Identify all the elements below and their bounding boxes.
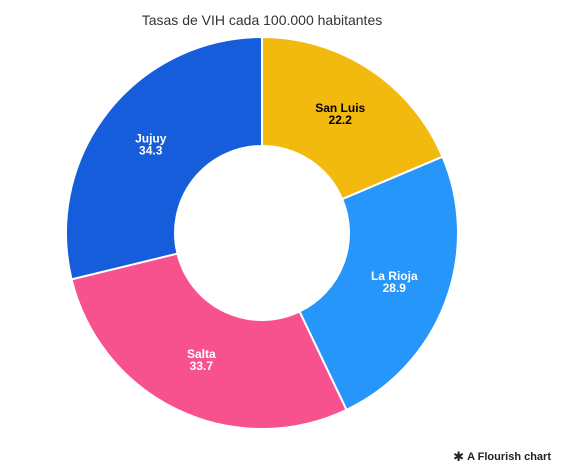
slice-label-jujuy: Jujuy xyxy=(135,132,167,146)
slice-salta[interactable] xyxy=(70,252,348,430)
slice-label-la-rioja: La Rioja xyxy=(371,269,418,283)
flourish-star-icon: ✱ xyxy=(453,449,465,464)
flourish-attribution[interactable]: ✱ A Flourish chart xyxy=(453,450,551,463)
slice-jujuy[interactable] xyxy=(65,35,263,281)
slice-label-san-luis: San Luis xyxy=(315,101,365,115)
slice-value-jujuy: 34.3 xyxy=(139,144,163,158)
slice-value-salta: 33.7 xyxy=(190,359,214,373)
chart-title: Tasas de VIH cada 100.000 habitantes xyxy=(141,12,383,28)
slice-value-la-rioja: 28.9 xyxy=(383,281,407,295)
slice-san-luis[interactable] xyxy=(261,35,444,201)
donut-slices xyxy=(65,35,459,430)
slice-label-salta: Salta xyxy=(187,347,216,361)
slice-la-rioja[interactable] xyxy=(298,155,459,412)
attribution-text: A Flourish chart xyxy=(467,450,551,463)
slice-value-san-luis: 22.2 xyxy=(329,113,353,127)
